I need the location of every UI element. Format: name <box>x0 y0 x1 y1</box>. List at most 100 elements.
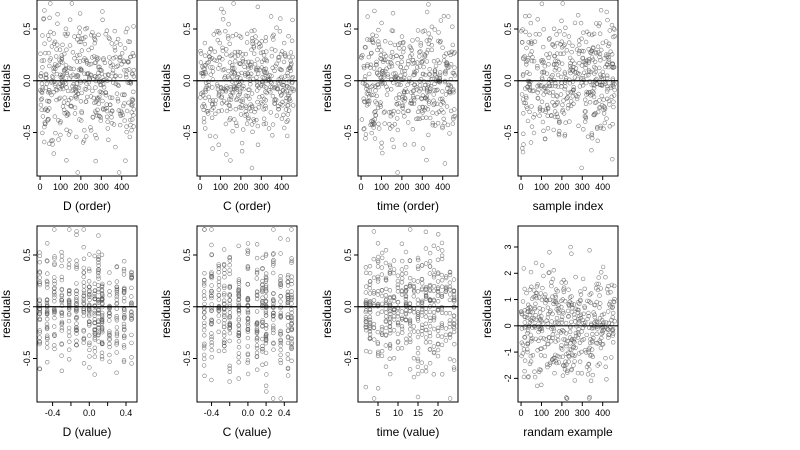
data-point <box>565 308 571 314</box>
data-point <box>121 272 127 277</box>
data-point <box>260 255 265 260</box>
data-point <box>286 103 291 108</box>
data-point <box>605 290 611 296</box>
data-point <box>528 140 534 145</box>
data-point <box>583 347 588 353</box>
data-point <box>556 131 561 137</box>
data-point <box>278 299 283 304</box>
data-point <box>94 113 100 118</box>
data-point <box>37 275 42 280</box>
data-point <box>435 328 441 333</box>
data-point <box>70 87 76 92</box>
data-point <box>427 339 433 345</box>
data-point <box>562 32 567 37</box>
data-point <box>219 6 224 12</box>
data-point <box>376 72 381 78</box>
data-point <box>260 266 265 271</box>
data-point <box>100 90 105 96</box>
data-point <box>378 104 383 109</box>
data-point <box>129 294 134 299</box>
data-point <box>387 343 393 348</box>
data-point <box>551 301 556 306</box>
data-point <box>594 331 599 336</box>
y-tick-label: 0.0 <box>22 300 32 313</box>
data-point <box>407 284 413 289</box>
data-point <box>524 45 529 51</box>
data-point <box>81 301 86 306</box>
data-point <box>289 61 294 66</box>
data-point <box>388 264 393 269</box>
data-point <box>75 170 80 175</box>
data-point <box>412 82 417 87</box>
data-point <box>393 71 398 76</box>
data-point <box>559 304 564 310</box>
data-point <box>81 293 86 299</box>
data-point <box>286 85 292 90</box>
data-point <box>598 8 604 13</box>
data-point <box>260 349 265 354</box>
data-point <box>250 38 255 44</box>
data-point <box>263 333 269 338</box>
data-point <box>281 112 286 118</box>
y-tick-label: 0.5 <box>22 249 32 262</box>
data-point <box>423 291 429 296</box>
data-point <box>439 321 445 326</box>
data-point <box>81 256 87 261</box>
data-point <box>74 343 79 348</box>
data-point <box>610 340 616 345</box>
data-point <box>553 352 558 358</box>
data-point <box>560 354 565 359</box>
data-point <box>227 331 233 336</box>
data-point <box>404 265 409 270</box>
data-point <box>605 309 611 314</box>
data-point <box>50 75 56 80</box>
data-point <box>131 89 136 95</box>
data-point <box>543 107 548 112</box>
data-point <box>87 365 92 370</box>
data-point <box>114 289 120 295</box>
data-point <box>610 315 615 320</box>
data-point <box>578 297 583 303</box>
data-point <box>398 73 403 78</box>
data-point <box>554 320 560 325</box>
x-tick-label: 400 <box>114 182 129 192</box>
data-point <box>129 340 134 346</box>
data-point <box>251 117 256 122</box>
data-point <box>44 282 50 287</box>
data-point <box>39 96 45 101</box>
x-tick-label: 0 <box>519 182 524 192</box>
data-point <box>531 294 536 300</box>
data-point <box>590 338 595 343</box>
data-point <box>59 299 64 305</box>
data-point <box>600 330 605 335</box>
data-point <box>560 309 566 314</box>
data-point <box>363 324 368 329</box>
data-point <box>114 264 120 269</box>
data-point <box>608 299 613 305</box>
data-point <box>38 97 44 102</box>
data-point <box>74 81 79 86</box>
data-point <box>410 61 415 66</box>
data-point <box>531 316 537 321</box>
data-point <box>416 266 421 271</box>
data-point <box>528 41 533 46</box>
data-point <box>604 89 610 94</box>
data-point <box>288 58 293 64</box>
data-point <box>103 73 108 78</box>
data-point <box>212 57 217 63</box>
data-point <box>220 86 226 92</box>
data-point <box>37 328 42 333</box>
data-point <box>371 298 377 303</box>
data-point <box>229 79 235 84</box>
data-point <box>586 310 591 316</box>
data-point <box>109 41 115 46</box>
y-axis-label: residuals <box>480 64 494 112</box>
data-point <box>201 293 207 298</box>
data-point <box>364 284 369 289</box>
data-point <box>251 45 257 50</box>
data-point <box>555 114 560 120</box>
data-point <box>447 318 453 323</box>
panel-6: -0.4 0.0 0.2 0.4-0.50.00.5C (value)residual… <box>159 225 298 439</box>
